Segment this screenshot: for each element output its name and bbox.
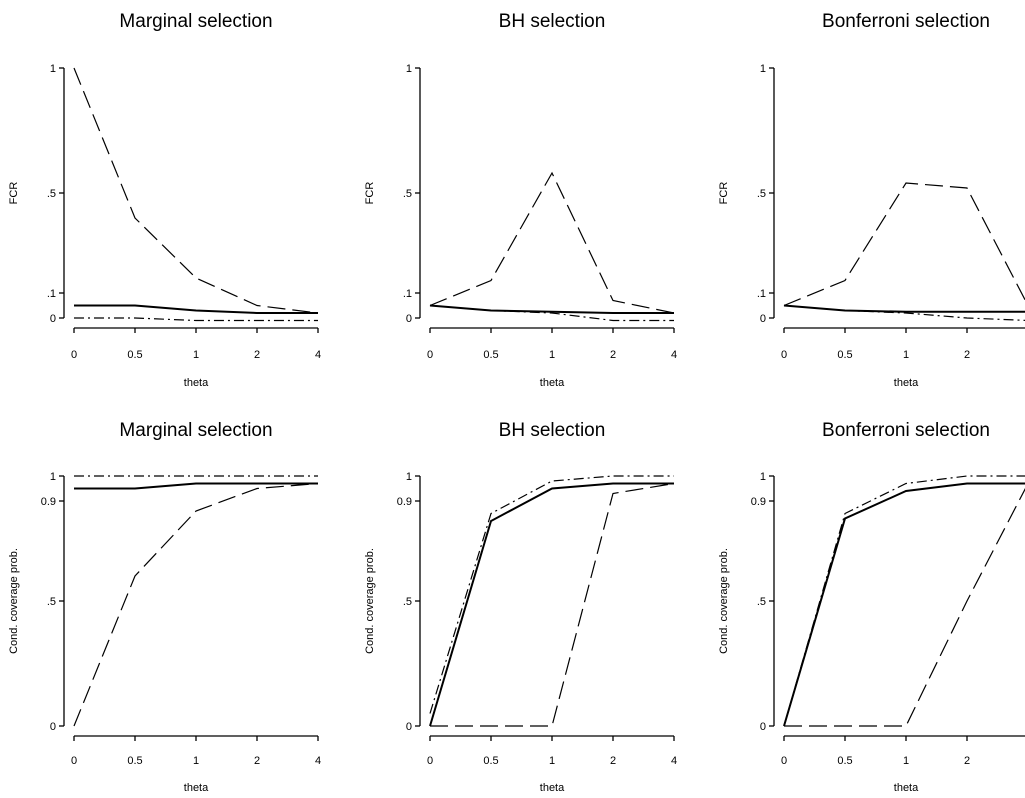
- y-tick-label: 0.9: [397, 496, 412, 508]
- series-line-solid: [783, 482, 1025, 727]
- y-tick-label: 0: [760, 721, 766, 733]
- x-axis-label: theta: [184, 782, 209, 794]
- y-tick-label: .1: [403, 288, 412, 300]
- y-tick-label: .5: [403, 596, 412, 608]
- x-tick-label: 2: [964, 349, 970, 361]
- y-tick-label: 1: [50, 471, 56, 483]
- y-tick-label: 1: [406, 63, 412, 75]
- y-tick-label: 0.9: [751, 496, 766, 508]
- x-tick-label: 0: [71, 755, 77, 767]
- y-tick-label: 0: [406, 313, 412, 325]
- y-tick-label: .5: [47, 596, 56, 608]
- y-axis-label: Cond. coverage prob.: [718, 548, 730, 654]
- panel-1: Marginal selection 0 .1 .5 1 0 0.5 1 2 4 theta FCR: [8, 11, 321, 389]
- y-tick-label: 1: [760, 471, 766, 483]
- x-axis-label: theta: [540, 782, 565, 794]
- x-tick-label: 1: [903, 349, 909, 361]
- x-tick-label: 1: [193, 349, 199, 361]
- series-line-dashed: [429, 171, 675, 314]
- series-line-dashed: [430, 482, 675, 727]
- x-axis-label: theta: [894, 377, 919, 389]
- panel-title: Bonferroni selection: [822, 11, 990, 32]
- x-tick-label: 0.5: [127, 349, 142, 361]
- panel-title: BH selection: [499, 420, 606, 441]
- x-tick-label: 1: [193, 755, 199, 767]
- y-tick-label: 1: [760, 63, 766, 75]
- x-axis-label: theta: [894, 782, 919, 794]
- y-tick-label: .5: [757, 596, 766, 608]
- series-line-dashed: [783, 182, 1025, 307]
- panel-title: Marginal selection: [119, 11, 272, 32]
- series-line-solid: [74, 304, 318, 314]
- panel-6: Bonferroni selection0.50.9100.5124thetaC…: [718, 420, 1025, 794]
- y-tick-label: 0: [50, 721, 56, 733]
- y-axis-label: FCR: [718, 182, 730, 205]
- y-axis-label: FCR: [364, 182, 376, 205]
- series-line-solid: [783, 304, 1025, 313]
- x-tick-label: 2: [610, 755, 616, 767]
- series-line-dashed: [73, 482, 319, 727]
- x-tick-label: 1: [903, 755, 909, 767]
- x-tick-label: 0.5: [483, 755, 498, 767]
- x-tick-label: 2: [254, 755, 260, 767]
- series-line-dashdot: [429, 475, 674, 714]
- y-axis-label: Cond. coverage prob.: [364, 548, 376, 654]
- y-axis-label: Cond. coverage prob.: [8, 548, 20, 654]
- y-tick-label: .5: [757, 188, 766, 200]
- x-tick-label: 0.5: [127, 755, 142, 767]
- y-tick-label: .5: [47, 188, 56, 200]
- x-axis-label: theta: [540, 377, 565, 389]
- y-tick-label: 0: [760, 313, 766, 325]
- x-axis-label: theta: [184, 377, 209, 389]
- series-line-dashed: [784, 487, 1025, 727]
- y-tick-label: 1: [406, 471, 412, 483]
- x-tick-label: 0: [781, 755, 787, 767]
- panel-3: Bonferroni selection0.1.5100.5124thetaFC…: [718, 11, 1025, 389]
- x-tick-label: 0: [781, 349, 787, 361]
- x-tick-label: 2: [964, 755, 970, 767]
- y-tick-label: 0: [406, 721, 412, 733]
- y-tick-label: .1: [47, 288, 56, 300]
- x-tick-label: 0.5: [837, 755, 852, 767]
- y-tick-label: .5: [403, 188, 412, 200]
- x-tick-label: 4: [315, 755, 321, 767]
- series-line-dashed: [73, 67, 319, 314]
- panel-title: Bonferroni selection: [822, 420, 990, 441]
- x-tick-label: 4: [671, 755, 677, 767]
- x-tick-label: 0: [71, 349, 77, 361]
- x-tick-label: 4: [671, 349, 677, 361]
- x-tick-label: 2: [610, 349, 616, 361]
- y-tick-label: .1: [757, 288, 766, 300]
- panel-title: Marginal selection: [119, 420, 272, 441]
- series-line-dashdot: [783, 475, 1025, 727]
- series-line-solid: [429, 482, 674, 727]
- y-tick-label: 0: [50, 313, 56, 325]
- x-tick-label: 0.5: [483, 349, 498, 361]
- y-tick-label: 1: [50, 63, 56, 75]
- series-line-dashdot: [783, 304, 1025, 321]
- series-line-dashdot: [74, 317, 318, 322]
- series-line-solid: [74, 482, 318, 490]
- x-tick-label: 4: [315, 349, 321, 361]
- x-tick-label: 1: [549, 349, 555, 361]
- x-tick-label: 0: [427, 755, 433, 767]
- x-tick-label: 1: [549, 755, 555, 767]
- x-tick-label: 2: [254, 349, 260, 361]
- panel-title: BH selection: [499, 11, 606, 32]
- x-tick-label: 0: [427, 349, 433, 361]
- x-tick-label: 0.5: [837, 349, 852, 361]
- series-line-dashdot: [429, 304, 674, 322]
- series-line-solid: [429, 304, 674, 314]
- panel-2: BH selection 0 .1 .5 1 0 0.5 1 2 4 theta FCR: [364, 11, 677, 389]
- y-axis-label: FCR: [8, 182, 20, 205]
- y-tick-label: 0.9: [41, 496, 56, 508]
